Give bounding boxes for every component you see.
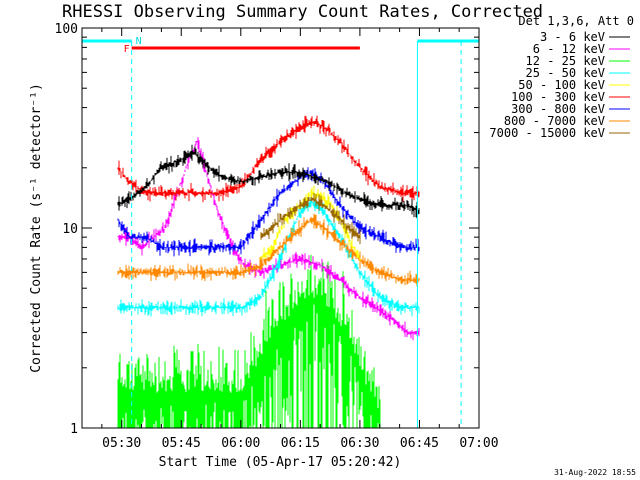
legend-item: 25 - 50 keV <box>526 66 630 80</box>
flare-flag-label: F <box>124 44 130 55</box>
legend-label: 7000 - 15000 keV <box>489 126 605 140</box>
x-tick-label: 06:15 <box>281 436 320 451</box>
legend-label: 12 - 25 keV <box>526 54 605 68</box>
series-300-800kev <box>117 167 420 257</box>
legend-item: 12 - 25 keV <box>526 54 630 68</box>
legend-item: 6 - 12 keV <box>533 42 630 56</box>
night-flag-label: N <box>136 36 142 47</box>
series-trace <box>117 167 420 257</box>
series-trace <box>117 254 381 428</box>
y-tick-label: 100 <box>55 22 78 37</box>
x-axis-label: Start Time (05-Apr-17 05:20:42) <box>159 455 402 470</box>
legend-label: 3 - 6 keV <box>540 30 605 44</box>
series-12-25kev <box>117 254 381 428</box>
x-tick-label: 06:00 <box>221 436 260 451</box>
series-trace <box>117 213 420 287</box>
series-trace <box>117 144 420 219</box>
legend-item: 50 - 100 keV <box>518 78 630 92</box>
legend-label: 25 - 50 keV <box>526 66 605 80</box>
y-tick-label: 10 <box>62 222 78 237</box>
y-axis-label: Corrected Count Rate (s⁻¹ detector⁻¹) <box>29 83 44 373</box>
timestamp: 31-Aug-2022 18:55 <box>554 468 636 477</box>
x-tick-label: 06:45 <box>400 436 439 451</box>
y-tick-label: 1 <box>70 422 78 437</box>
series-7000-15000kev <box>260 193 361 245</box>
legend-item: 100 - 300 keV <box>511 90 630 104</box>
series-3-6kev <box>117 144 420 219</box>
legend-label: 50 - 100 keV <box>518 78 605 92</box>
legend-label: 300 - 800 keV <box>511 102 605 116</box>
chart-title: RHESSI Observing Summary Count Rates, Co… <box>62 2 543 22</box>
x-tick-label: 05:30 <box>102 436 141 451</box>
legend-label: 100 - 300 keV <box>511 90 605 104</box>
series-trace <box>117 115 420 203</box>
legend-item: 7000 - 15000 keV <box>489 126 630 140</box>
legend-label: 6 - 12 keV <box>533 42 605 56</box>
x-tick-label: 07:00 <box>459 436 498 451</box>
annotation-layer: FN <box>82 36 479 428</box>
legend-item: 3 - 6 keV <box>540 30 630 44</box>
series-trace <box>260 193 361 245</box>
series-layer <box>117 115 420 428</box>
legend-title: Det 1,3,6, Att 0 <box>518 14 634 28</box>
legend-item: 800 - 7000 keV <box>504 114 630 128</box>
x-tick-label: 05:45 <box>162 436 201 451</box>
series-800-7000kev <box>117 213 420 287</box>
x-tick-label: 06:30 <box>340 436 379 451</box>
axis-layer: 05:30 05:45 06:00 06:15 06:30 06:45 07:00 1 10 10… <box>55 22 499 451</box>
series-100-300kev <box>117 115 420 203</box>
legend-label: 800 - 7000 keV <box>504 114 605 128</box>
legend-item: 300 - 800 keV <box>511 102 630 116</box>
